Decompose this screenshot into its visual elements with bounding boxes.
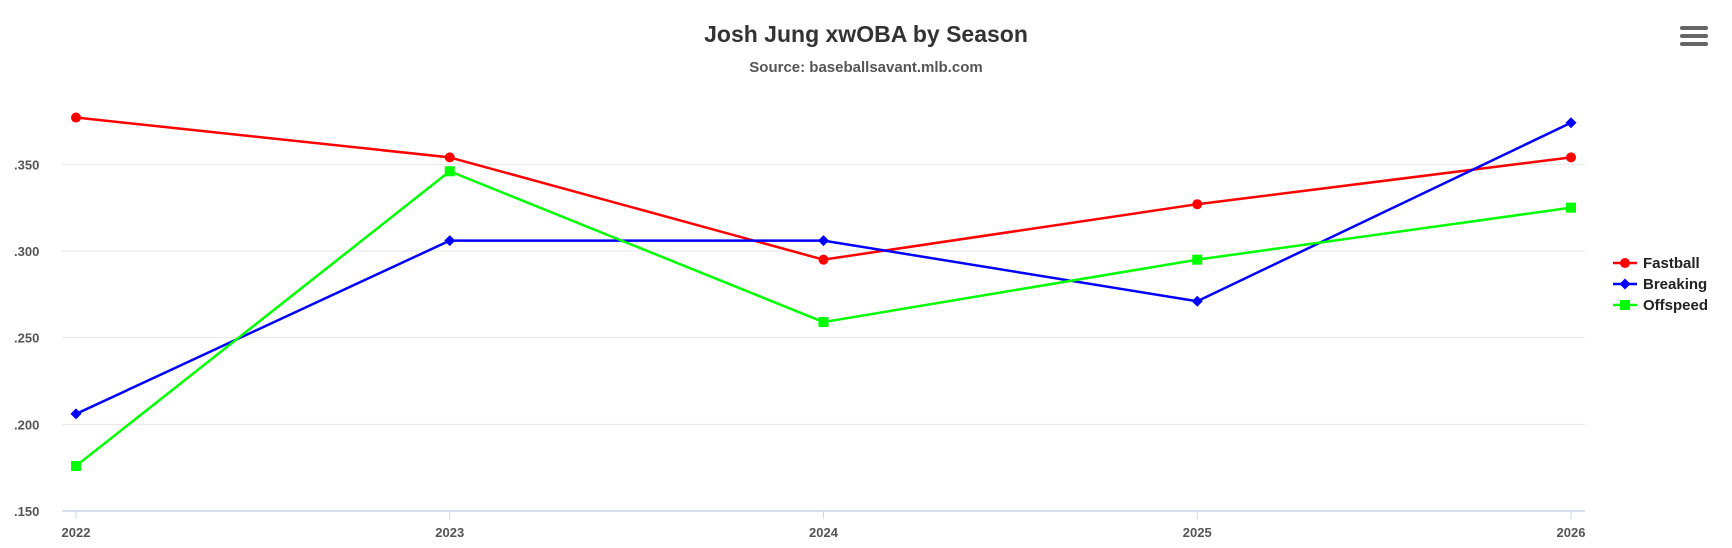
series-fastball [71, 112, 1576, 265]
data-point-offspeed[interactable] [71, 460, 81, 471]
legend-marker[interactable] [1619, 278, 1631, 290]
data-point-fastball[interactable] [71, 112, 81, 123]
legend-marker[interactable] [1620, 300, 1630, 310]
y-axis-ticks: .150 .200 .250 .300 .350 [14, 157, 39, 519]
x-tick-label: 2024 [809, 525, 839, 540]
x-tick-label: 2023 [435, 525, 464, 540]
data-point-fastball[interactable] [1566, 152, 1576, 163]
y-tick-label: .250 [14, 331, 39, 346]
x-tick-label: 2022 [62, 525, 91, 540]
data-point-breaking[interactable] [70, 408, 82, 420]
data-point-breaking[interactable] [1565, 117, 1577, 129]
chart-title: Josh Jung xwOBA by Season [704, 21, 1028, 47]
x-tick-label: 2026 [1557, 525, 1586, 540]
legend-item-offspeed[interactable]: Offspeed [1613, 297, 1708, 314]
data-point-offspeed[interactable] [1192, 254, 1203, 265]
legend[interactable]: Fastball Breaking Offspeed [1613, 255, 1708, 314]
data-point-breaking[interactable] [818, 235, 829, 247]
chart-subtitle: Source: baseballsavant.mlb.com [749, 59, 982, 76]
data-point-breaking[interactable] [1191, 295, 1203, 307]
data-point-breaking[interactable] [444, 235, 456, 247]
series-breaking [70, 117, 1577, 420]
data-point-fastball[interactable] [818, 254, 829, 265]
legend-label: Offspeed [1643, 297, 1708, 314]
legend-marker[interactable] [1620, 258, 1630, 268]
series-lines [70, 112, 1577, 471]
x-axis: 2022 2023 2024 2025 2026 [62, 510, 1586, 540]
data-point-fastball[interactable] [444, 152, 455, 163]
y-tick-label: .150 [14, 504, 39, 519]
y-tick-label: .350 [14, 157, 39, 172]
legend-label: Breaking [1643, 276, 1707, 293]
series-line-breaking [75, 121, 1572, 416]
data-point-offspeed[interactable] [444, 166, 455, 177]
series-offspeed [71, 166, 1576, 471]
legend-label: Fastball [1643, 255, 1700, 272]
data-point-fastball[interactable] [1192, 199, 1203, 210]
grid-lines [62, 163, 1585, 425]
y-tick-label: .300 [14, 244, 39, 259]
hamburger-menu-icon[interactable] [1680, 26, 1708, 50]
data-point-offspeed[interactable] [1566, 202, 1576, 213]
data-point-offspeed[interactable] [818, 317, 829, 328]
x-tick-label: 2025 [1183, 525, 1212, 540]
y-tick-label: .200 [14, 417, 39, 432]
legend-item-fastball[interactable]: Fastball [1613, 255, 1700, 272]
legend-item-breaking[interactable]: Breaking [1613, 276, 1707, 293]
